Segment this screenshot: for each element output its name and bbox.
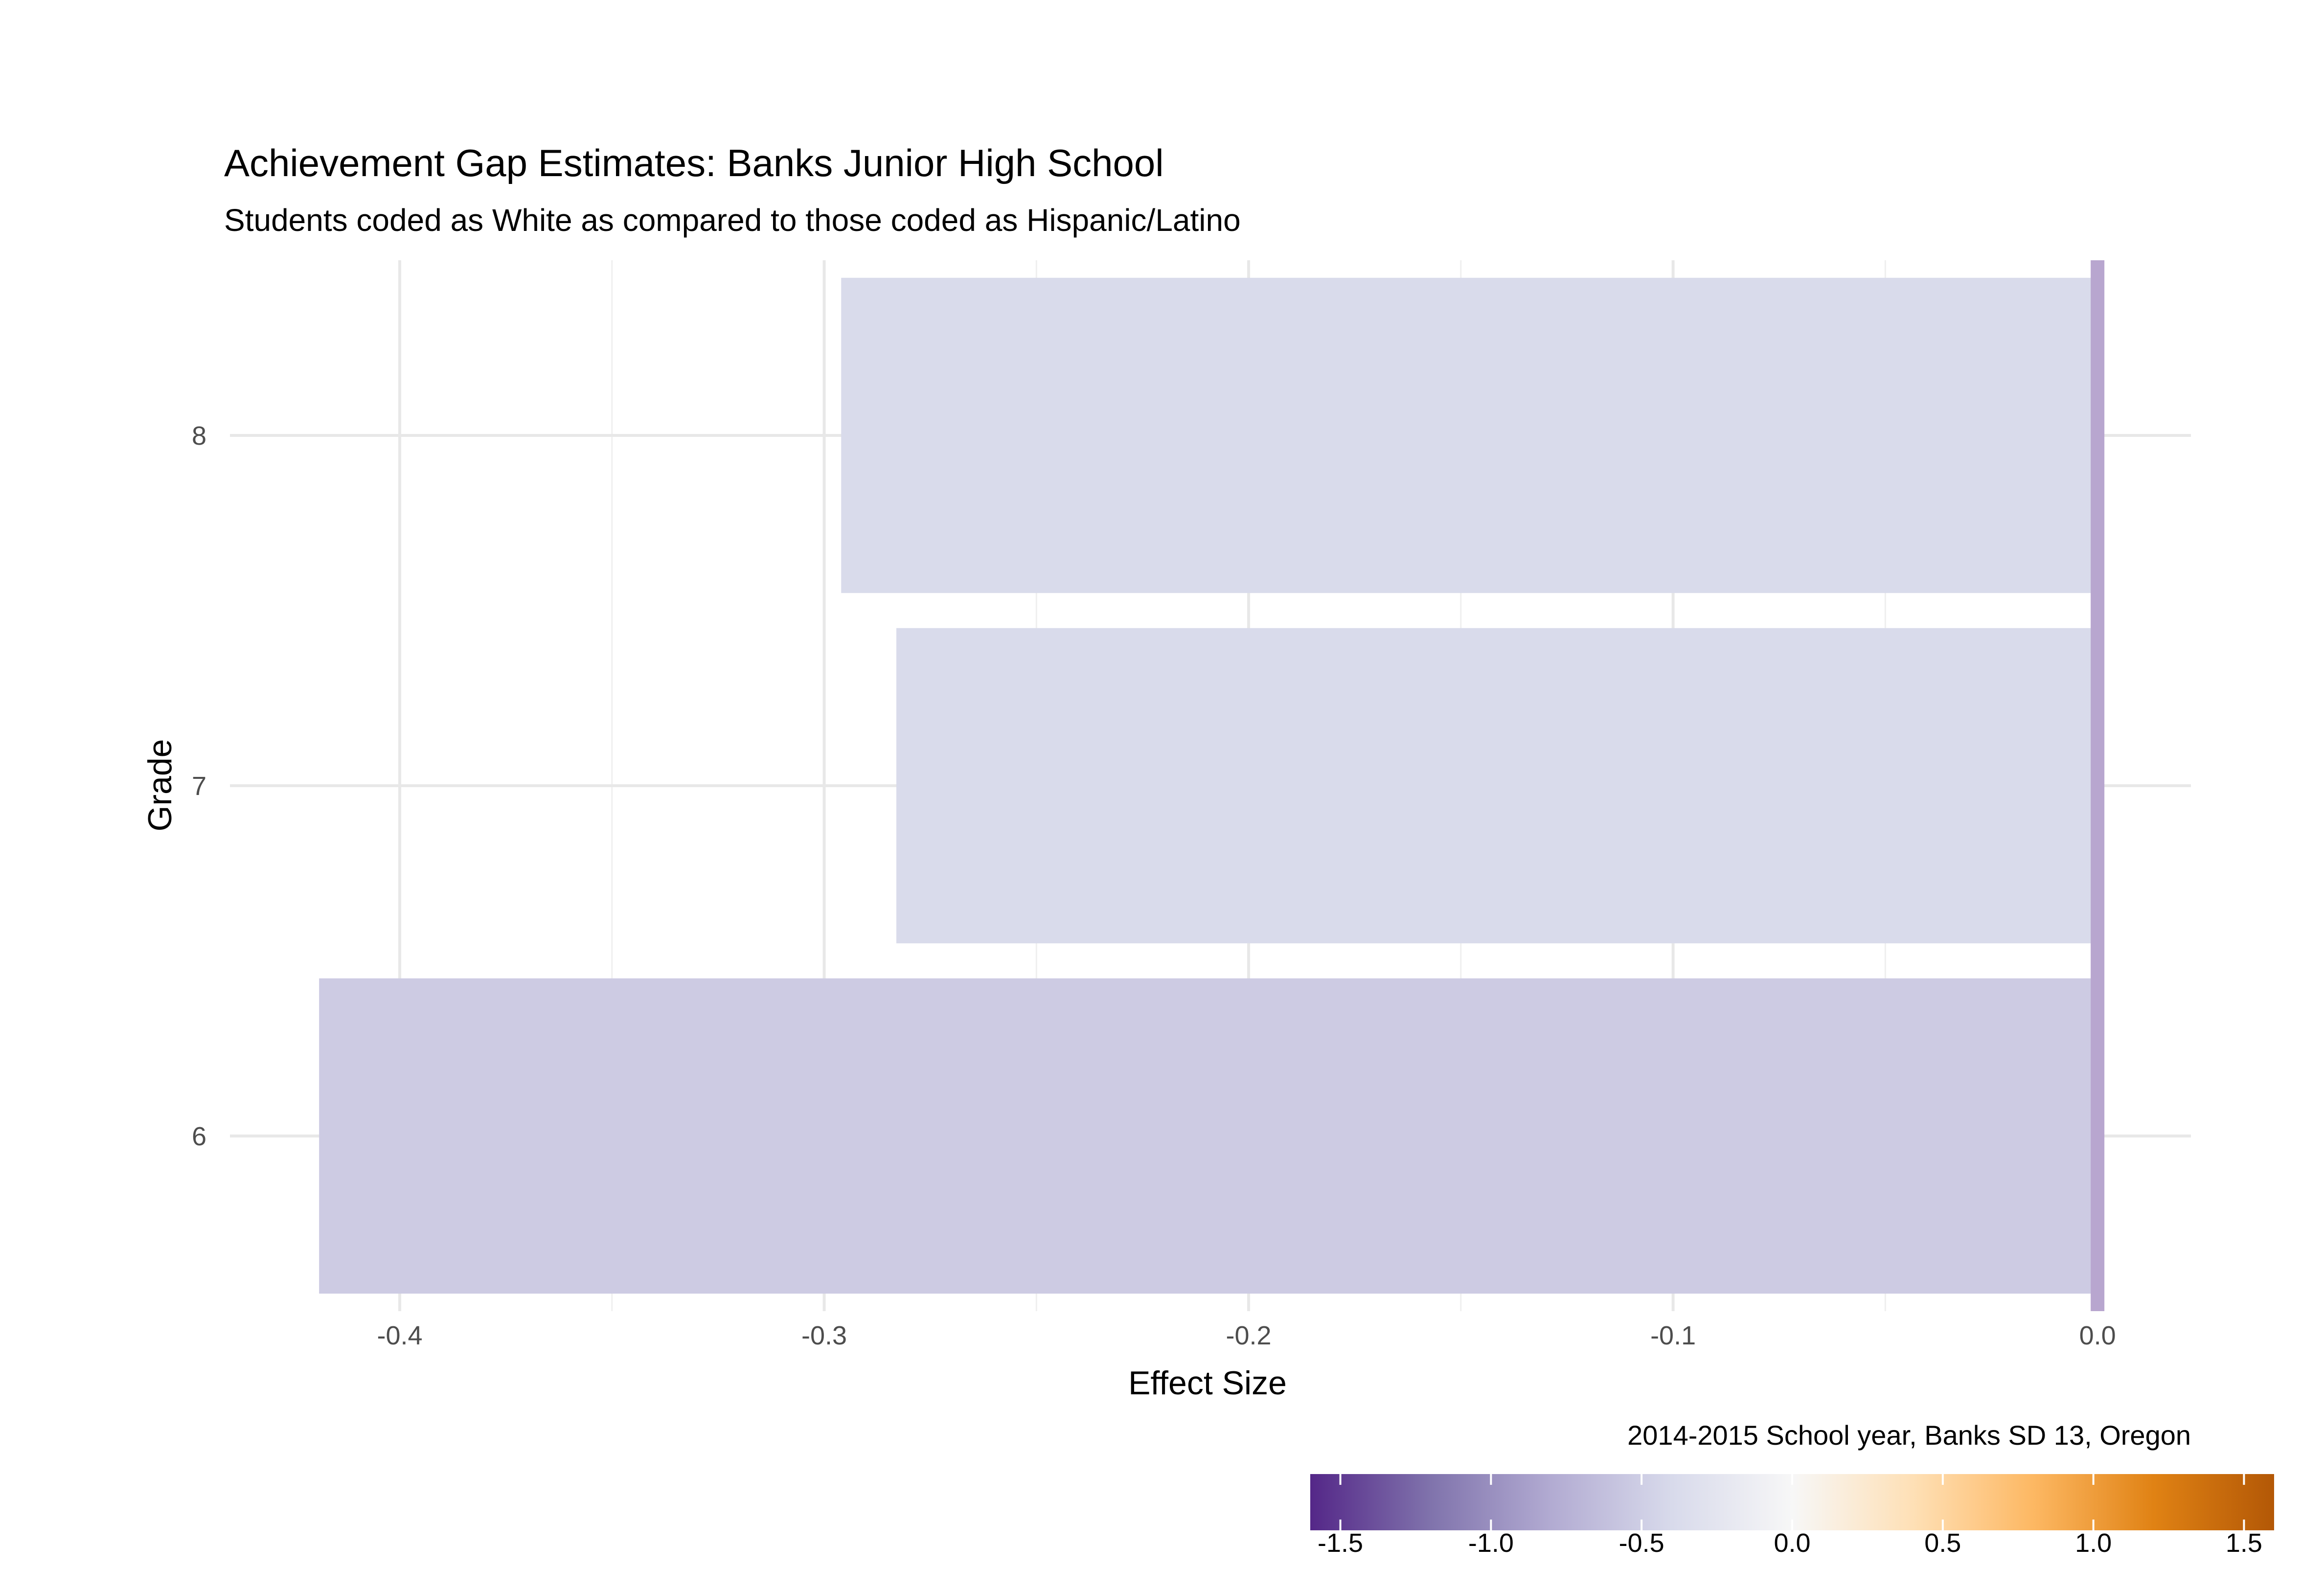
chart-title: Achievement Gap Estimates: Banks Junior … [224,141,1164,184]
colorbar-tick-label: -0.5 [1619,1528,1664,1558]
y-tick-label: 8 [192,421,206,451]
colorbar-tick-label: 1.5 [2226,1528,2262,1558]
colorbar-legend: -1.5 -1.0 -0.5 0.0 0.5 1.0 1.5 [1310,1474,2274,1558]
x-tick-label: -0.3 [801,1321,847,1350]
bar-grade-8 [841,277,2098,593]
x-axis-ticks: -0.4 -0.3 -0.2 -0.1 0.0 [377,1321,2116,1350]
x-tick-label: -0.2 [1226,1321,1272,1350]
x-tick-label: 0.0 [2079,1321,2116,1350]
bars [319,277,2098,1294]
chart-caption: 2014-2015 School year, Banks SD 13, Oreg… [1627,1420,2191,1451]
colorbar-tick-label: 0.0 [1774,1528,1810,1558]
y-tick-label: 6 [192,1122,206,1151]
bar-grade-6 [319,978,2098,1294]
colorbar-tick-label: 1.0 [2075,1528,2112,1558]
colorbar-tick-label: 0.5 [1924,1528,1961,1558]
chart-subtitle: Students coded as White as compared to t… [224,203,1241,238]
y-axis-title: Grade [141,739,179,832]
y-tick-label: 7 [192,772,206,801]
colorbar-tick-label: -1.5 [1318,1528,1363,1558]
bar-grade-7 [896,628,2098,944]
x-axis-title: Effect Size [1128,1364,1287,1402]
colorbar-tick-label: -1.0 [1468,1528,1514,1558]
x-tick-label: -0.1 [1650,1321,1696,1350]
x-tick-label: -0.4 [377,1321,422,1350]
y-axis-ticks: 6 7 8 [192,421,206,1151]
